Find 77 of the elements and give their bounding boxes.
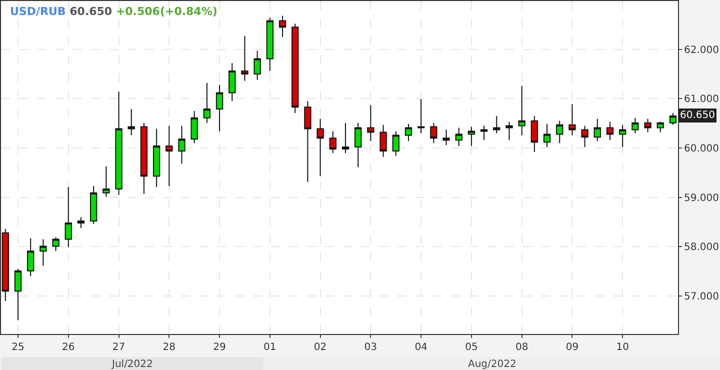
x-tick-label: 25 [12, 342, 24, 353]
candlestick [455, 127, 462, 147]
x-tick-label: 26 [62, 342, 75, 353]
candlestick [506, 121, 513, 141]
candlestick [228, 62, 236, 102]
candlestick [254, 50, 261, 80]
candlestick [518, 85, 526, 136]
candlestick [618, 124, 626, 148]
candlestick [102, 166, 110, 198]
candlestick [115, 91, 122, 196]
candlestick [128, 108, 135, 136]
candlestick [632, 117, 639, 134]
x-tick-label: 04 [414, 342, 428, 353]
candlestick [556, 120, 564, 144]
y-tick-label: 58.000 [684, 242, 719, 254]
candlestick [480, 125, 488, 141]
candlestick [190, 110, 198, 144]
candlestick [581, 125, 588, 148]
candlestick [417, 98, 425, 134]
x-tick-label: 29 [213, 342, 226, 353]
annotation: 60.650 [680, 110, 715, 121]
text: Jul/2022 [111, 359, 153, 370]
x-tick-label: 01 [264, 342, 276, 353]
candlestick [644, 118, 652, 133]
candlestick [140, 122, 148, 194]
candlestick [2, 228, 9, 302]
x-tick-label: 08 [515, 342, 528, 353]
candlestick [530, 115, 538, 152]
candlestick [594, 118, 601, 142]
candlestick [468, 126, 476, 147]
candlestick [77, 216, 85, 228]
x-tick-label: 27 [112, 342, 126, 353]
candlestick [166, 125, 173, 186]
candlestick [178, 125, 186, 164]
candlestick [568, 104, 576, 136]
candlestick [606, 121, 614, 141]
candlestick [304, 100, 312, 183]
x-tick-label: 10 [616, 342, 629, 353]
candlestick [392, 130, 400, 156]
candlestick [493, 115, 500, 134]
candlestick [656, 121, 664, 133]
candlestick [329, 130, 336, 154]
candlestick [316, 118, 324, 177]
candlestick [64, 186, 72, 248]
candlestick [292, 23, 299, 114]
chart-title: USD/RUB 60.650 +0.506(+0.84%) [10, 5, 218, 18]
candlestick [90, 186, 98, 224]
candlestick [216, 84, 224, 132]
candlestick [278, 15, 286, 38]
x-tick-label: 03 [364, 342, 378, 353]
candlestick [442, 129, 450, 146]
candlestick [152, 128, 160, 188]
y-tick-label: 60.000 [684, 144, 719, 155]
y-tick-label: 61.000 [684, 94, 719, 106]
candlestick [380, 124, 387, 158]
y-tick-label: 57.000 [684, 292, 719, 303]
x-tick-label: 02 [314, 342, 327, 353]
candlestick [203, 82, 211, 124]
candlestick [669, 112, 677, 126]
candlestick [543, 123, 551, 148]
candlestick [404, 123, 412, 142]
candlestick [430, 122, 438, 144]
candlestick [266, 17, 274, 72]
x-tick-label: 05 [465, 342, 478, 353]
candlestick [354, 122, 362, 168]
x-tick-label: 28 [162, 342, 176, 353]
y-tick-label: 62.000 [684, 44, 719, 56]
y-tick-label: 59.000 [684, 192, 719, 204]
text: Aug/2022 [468, 359, 516, 370]
candlestick [14, 268, 22, 321]
candlestick [52, 236, 60, 252]
candlestick [367, 104, 374, 142]
x-tick-label: 09 [566, 342, 579, 353]
candlestick [342, 122, 350, 154]
candlestick [27, 238, 34, 277]
candlestick [241, 36, 248, 82]
candlestick [40, 238, 47, 266]
